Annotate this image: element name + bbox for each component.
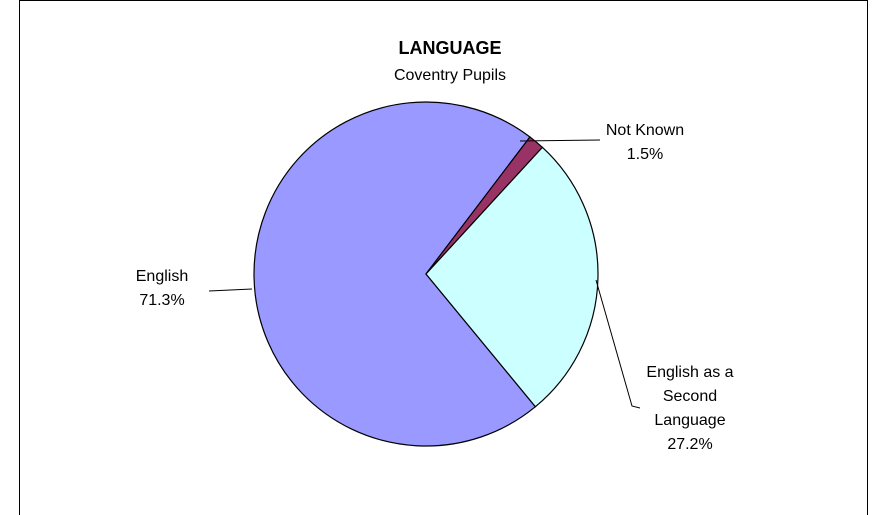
slice-label-english: English 71.3% [136,268,188,309]
chart-title: LANGUAGE [399,38,502,58]
pie-slice-english [253,101,537,447]
chart-subtitle: Coventry Pupils [394,67,506,84]
slice-label-not-known: Not Known 1.5% [606,122,684,163]
pie-slice-english-as-a-second-language [425,146,599,408]
leader-line-not-known [519,139,601,142]
leader-line-english [208,288,253,292]
slice-label-english-as-a-second-language: English as a Second Language 27.2% [646,364,733,453]
leader-line-english-as-a-second-language [595,279,641,409]
